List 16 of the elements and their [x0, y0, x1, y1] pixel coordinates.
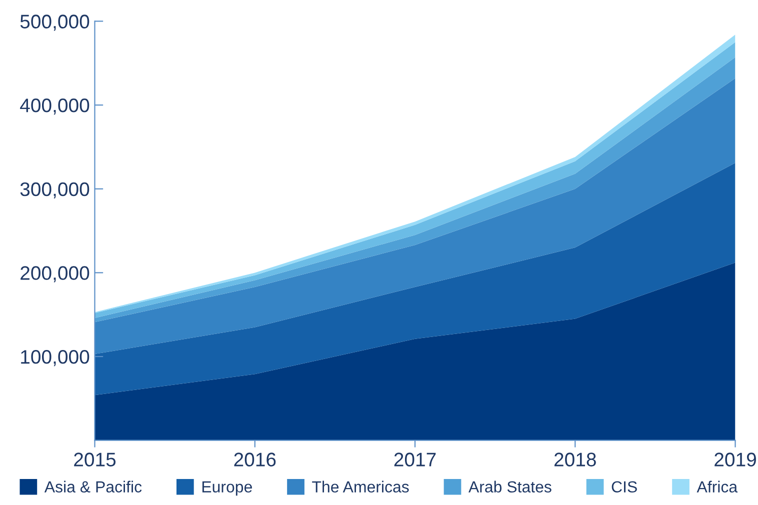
- x-tick-label: 2015: [74, 452, 116, 466]
- x-tick-label: 2017: [394, 452, 436, 466]
- y-tick-label: 200,000: [20, 266, 90, 282]
- legend-label: Europe: [202, 481, 252, 496]
- legend-label: Arab States: [468, 480, 552, 493]
- x-tick-label: 2019: [714, 452, 756, 466]
- x-tick-label: 2016: [234, 452, 276, 466]
- y-tick-label: 300,000: [20, 182, 90, 198]
- legend-label: The Americas: [312, 480, 409, 493]
- y-tick-label: 400,000: [20, 98, 90, 115]
- legend-label: Asia & Pacific: [44, 480, 142, 493]
- legend-label: CIS: [612, 481, 637, 493]
- y-tick-label: 500,000: [20, 14, 90, 31]
- y-tick-label: 100,000: [21, 350, 90, 366]
- legend-label: Africa: [696, 480, 738, 493]
- x-tick-label: 2018: [554, 452, 596, 466]
